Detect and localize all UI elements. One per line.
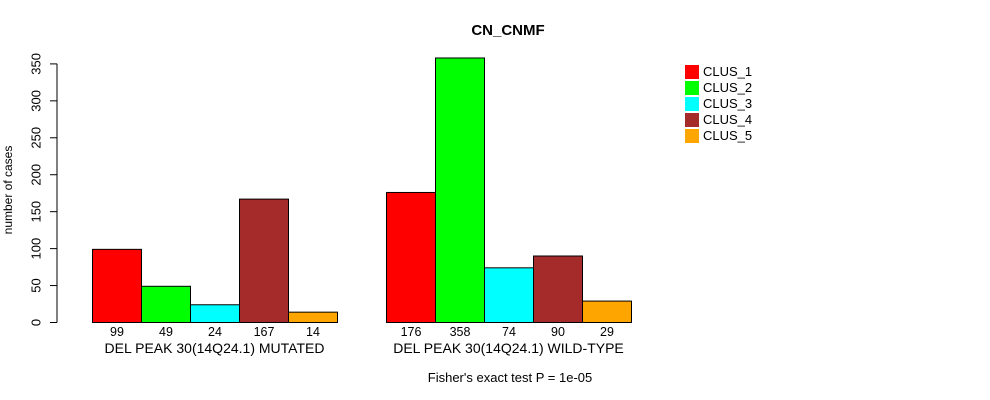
y-tick-label: 200 (29, 164, 44, 186)
bar-value-label: 49 (159, 325, 173, 339)
y-tick-label: 300 (29, 90, 44, 112)
group-axis-label: DEL PEAK 30(14Q24.1) MUTATED (105, 340, 325, 356)
legend-item-clus_4: CLUS_4 (685, 112, 752, 128)
bar-clus_4-group2 (533, 255, 583, 324)
bar-value-label: 29 (600, 325, 614, 339)
legend-label: CLUS_5 (703, 128, 753, 143)
bar-clus_2-group2 (435, 57, 485, 324)
bar-clus_4-group1 (239, 198, 289, 323)
legend-swatch (685, 81, 699, 95)
bar-clus_5-group2 (582, 300, 632, 324)
legend-item-clus_2: CLUS_2 (685, 80, 752, 96)
bar-clus_1-group1 (92, 248, 142, 324)
legend-item-clus_5: CLUS_5 (685, 128, 752, 144)
legend-item-clus_1: CLUS_1 (685, 64, 752, 80)
y-tick-label: 150 (29, 201, 44, 223)
legend-swatch (685, 129, 699, 143)
fisher-test-note: Fisher's exact test P = 1e-05 (427, 370, 593, 385)
bar-value-label: 99 (110, 325, 124, 339)
y-tick-label: 250 (29, 127, 44, 149)
chart-title: CN_CNMF (471, 22, 545, 39)
legend: CLUS_1 CLUS_2 CLUS_3 CLUS_4 CLUS_5 (685, 64, 752, 144)
legend-swatch (685, 113, 699, 127)
bar-value-label: 14 (306, 325, 320, 339)
bar-clus_1-group2 (386, 191, 436, 323)
legend-swatch (685, 65, 699, 79)
legend-label: CLUS_2 (703, 80, 753, 95)
group-axis-label: DEL PEAK 30(14Q24.1) WILD-TYPE (393, 340, 624, 356)
bar-clus_3-group2 (484, 267, 534, 324)
bar-value-label: 176 (401, 325, 422, 339)
legend-label: CLUS_3 (703, 96, 753, 111)
bar-value-label: 167 (254, 325, 275, 339)
bar-value-label: 358 (450, 325, 471, 339)
legend-item-clus_3: CLUS_3 (685, 96, 752, 112)
y-tick-label: 350 (29, 53, 44, 75)
bar-clus_2-group1 (141, 285, 191, 323)
bar-clus_5-group1 (288, 311, 338, 324)
bar-value-label: 24 (208, 325, 222, 339)
legend-label: CLUS_1 (703, 64, 753, 79)
legend-label: CLUS_4 (703, 112, 753, 127)
y-tick-label: 100 (29, 238, 44, 260)
bar-value-label: 90 (551, 325, 565, 339)
bar-clus_3-group1 (190, 304, 240, 323)
bar-value-label: 74 (502, 325, 516, 339)
y-tick-label: 50 (29, 278, 44, 292)
y-tick-label: 0 (29, 319, 44, 326)
legend-swatch (685, 97, 699, 111)
